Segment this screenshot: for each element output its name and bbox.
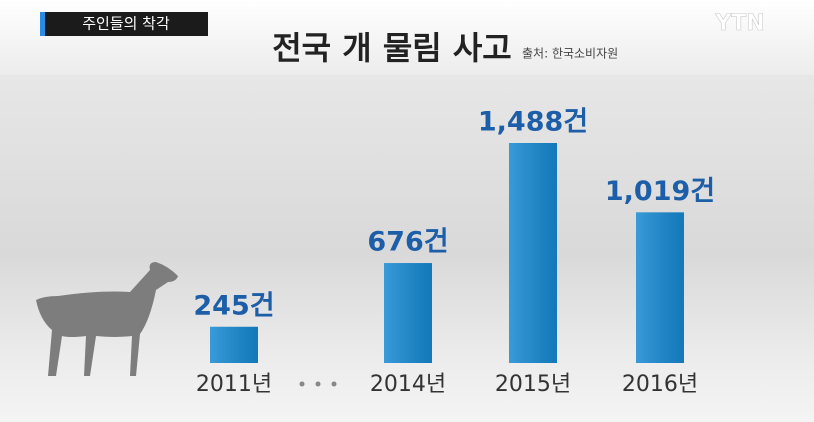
x-tick-label: 2014년 [370,372,446,397]
bar-shade [210,326,258,363]
value-label: 245건 [193,290,274,321]
source: 출처: 한국소비자원 [522,47,618,61]
logo: YTN [714,11,764,36]
tag-box [40,12,208,36]
tag-accent [40,12,45,36]
ellipsis-dot [299,381,305,387]
tag-label: 주인들의 착각 [82,15,170,33]
x-tick-label: 2011년 [196,372,272,397]
bar-shade [384,263,432,363]
dog-silhouette [36,262,178,376]
bar-shade [636,212,684,363]
value-label: 1,488건 [478,107,588,138]
value-label: 676건 [367,227,448,258]
x-tick-label: 2015년 [495,372,571,397]
ellipsis-dot [331,381,337,387]
x-tick-label: 2016년 [622,372,698,397]
ellipsis-dot [315,381,321,387]
bar-shade [509,143,557,363]
value-label: 1,019건 [605,176,715,207]
chart-title: 전국 개 물림 사고 [272,29,512,67]
